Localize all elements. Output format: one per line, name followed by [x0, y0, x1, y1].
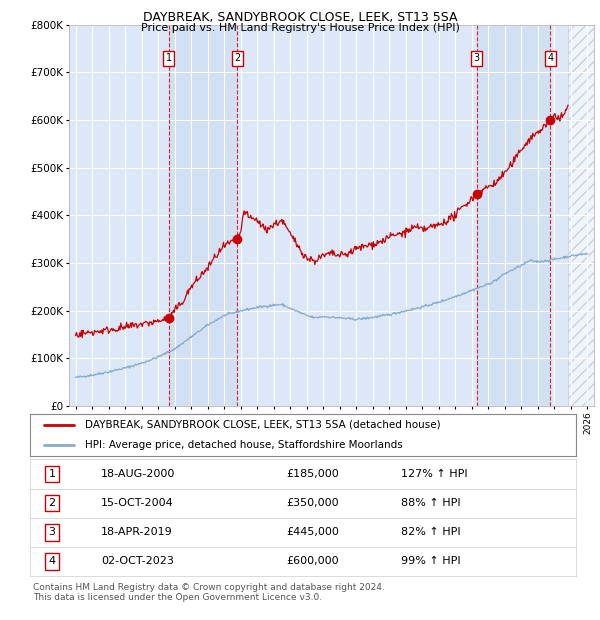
Text: 88% ↑ HPI: 88% ↑ HPI — [401, 498, 461, 508]
Text: 4: 4 — [547, 53, 553, 63]
Bar — [169, 25, 237, 406]
Text: 3: 3 — [474, 53, 480, 63]
Text: £445,000: £445,000 — [287, 527, 340, 538]
Text: 2: 2 — [48, 498, 55, 508]
Text: 1: 1 — [49, 469, 55, 479]
Text: 127% ↑ HPI: 127% ↑ HPI — [401, 469, 468, 479]
Text: 99% ↑ HPI: 99% ↑ HPI — [401, 556, 461, 567]
Text: £600,000: £600,000 — [287, 556, 339, 567]
Text: £350,000: £350,000 — [287, 498, 339, 508]
Text: 02-OCT-2023: 02-OCT-2023 — [101, 556, 174, 567]
Text: Contains HM Land Registry data © Crown copyright and database right 2024.
This d: Contains HM Land Registry data © Crown c… — [33, 583, 385, 602]
Text: £185,000: £185,000 — [287, 469, 340, 479]
Text: 82% ↑ HPI: 82% ↑ HPI — [401, 527, 461, 538]
Bar — [477, 25, 550, 406]
Text: 4: 4 — [48, 556, 55, 567]
Text: 15-OCT-2004: 15-OCT-2004 — [101, 498, 174, 508]
Text: HPI: Average price, detached house, Staffordshire Moorlands: HPI: Average price, detached house, Staf… — [85, 440, 403, 450]
Text: 2: 2 — [234, 53, 241, 63]
Text: 1: 1 — [166, 53, 172, 63]
Text: 18-AUG-2000: 18-AUG-2000 — [101, 469, 175, 479]
Text: 18-APR-2019: 18-APR-2019 — [101, 527, 173, 538]
Text: DAYBREAK, SANDYBROOK CLOSE, LEEK, ST13 5SA (detached house): DAYBREAK, SANDYBROOK CLOSE, LEEK, ST13 5… — [85, 420, 440, 430]
Text: 3: 3 — [49, 527, 55, 538]
Bar — [568, 25, 594, 406]
Text: DAYBREAK, SANDYBROOK CLOSE, LEEK, ST13 5SA: DAYBREAK, SANDYBROOK CLOSE, LEEK, ST13 5… — [143, 11, 457, 24]
Text: Price paid vs. HM Land Registry's House Price Index (HPI): Price paid vs. HM Land Registry's House … — [140, 23, 460, 33]
